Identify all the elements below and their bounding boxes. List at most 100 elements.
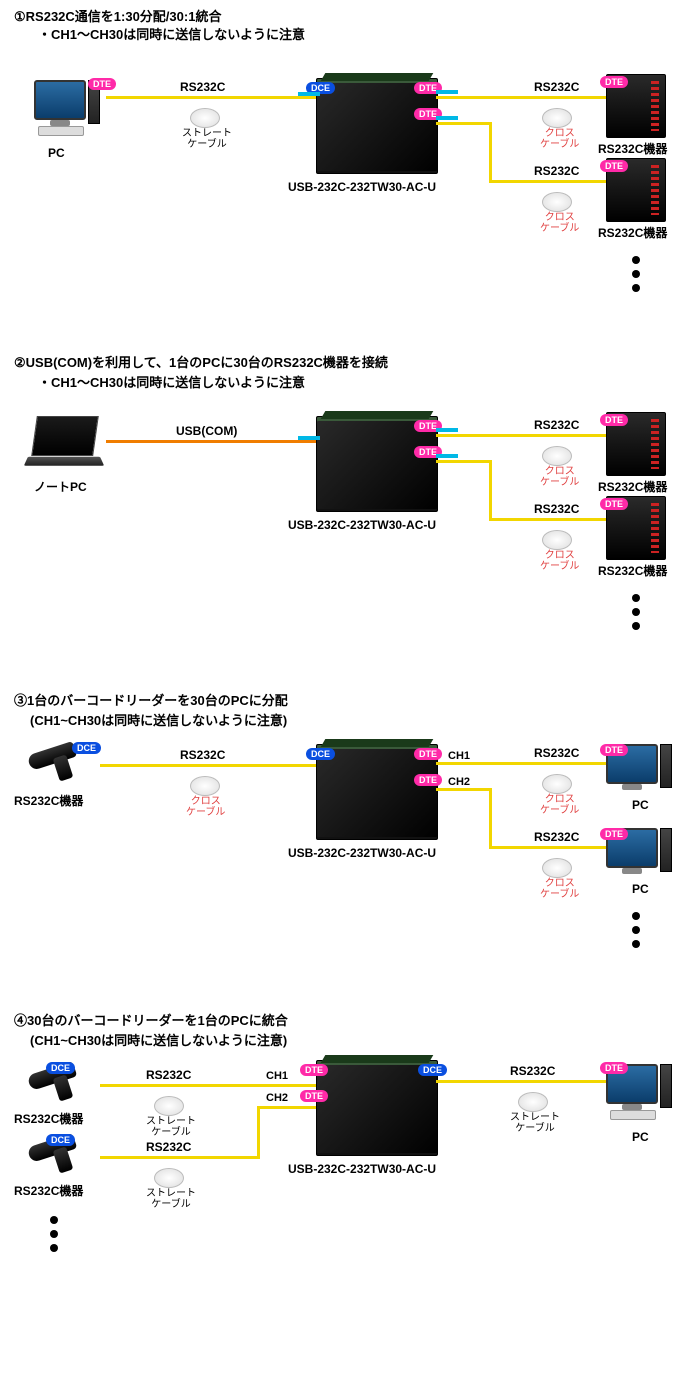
cable-icon bbox=[542, 108, 572, 128]
rs232c-label: RS232C bbox=[180, 80, 225, 94]
dte-badge: DTE bbox=[600, 1062, 628, 1074]
cross-cable-label: クロス ケーブル bbox=[540, 466, 579, 488]
diagram-canvas: ①RS232C通信を1:30分配/30:1統合 ・CH1～CH30は同時に送信し… bbox=[0, 0, 700, 1400]
dte-badge: DTE bbox=[88, 78, 116, 90]
usb-com-label: USB(COM) bbox=[176, 424, 237, 438]
cable-icon bbox=[542, 858, 572, 878]
rs232c-label: RS232C bbox=[146, 1140, 191, 1154]
section2-subtitle: ・CH1～CH30は同時に送信しないように注意 bbox=[38, 372, 305, 391]
dte-badge: DTE bbox=[600, 828, 628, 840]
ch1-label: CH1 bbox=[448, 750, 470, 762]
dte-badge: DTE bbox=[414, 748, 442, 760]
cable-yellow bbox=[489, 122, 492, 182]
dte-badge: DTE bbox=[600, 414, 628, 426]
section2-title: ②USB(COM)を利用して、1台のPCに30台のRS232C機器を接続 bbox=[14, 352, 388, 371]
pc-label: PC bbox=[632, 1130, 649, 1144]
pc-device bbox=[34, 80, 86, 120]
cable-yellow bbox=[489, 788, 492, 848]
arrow-cyan bbox=[436, 428, 458, 432]
arrow-cyan bbox=[436, 90, 458, 94]
rs232c-device-label: RS232C機器 bbox=[14, 1182, 83, 1199]
dte-badge: DTE bbox=[414, 774, 442, 786]
straight-cable-label: ストレート ケーブル bbox=[510, 1112, 560, 1134]
cable-yellow bbox=[436, 96, 606, 99]
section3-subtitle: (CH1~CH30は同時に送信しないように注意) bbox=[30, 710, 287, 729]
dce-badge: DCE bbox=[46, 1134, 75, 1146]
cable-icon bbox=[154, 1096, 184, 1116]
section4-subtitle: (CH1~CH30は同時に送信しないように注意) bbox=[30, 1030, 287, 1049]
rs232c-label: RS232C bbox=[534, 746, 579, 760]
cross-cable-label: クロス ケーブル bbox=[186, 796, 225, 818]
rs232c-device-label: RS232C機器 bbox=[598, 562, 667, 579]
cross-cable-label: クロス ケーブル bbox=[540, 212, 579, 234]
cross-cable-label: クロス ケーブル bbox=[540, 550, 579, 572]
dte-badge: DTE bbox=[600, 744, 628, 756]
ch2-label: CH2 bbox=[266, 1092, 288, 1104]
cable-icon bbox=[542, 530, 572, 550]
cable-yellow bbox=[489, 180, 606, 183]
section1-subtitle: ・CH1～CH30は同時に送信しないように注意 bbox=[38, 24, 305, 43]
rs232c-device-label: RS232C機器 bbox=[598, 140, 667, 157]
laptop-label: ノートPC bbox=[34, 478, 87, 495]
cable-yellow bbox=[100, 1156, 260, 1159]
cable-yellow bbox=[106, 96, 316, 99]
dte-badge: DTE bbox=[600, 76, 628, 88]
arrow-cyan bbox=[298, 92, 320, 96]
rs232c-device-label: RS232C機器 bbox=[598, 224, 667, 241]
cable-orange bbox=[106, 440, 316, 443]
cable-icon bbox=[542, 774, 572, 794]
cross-cable-label: クロス ケーブル bbox=[540, 794, 579, 816]
section4-title: ④30台のバーコードリーダーを1台のPCに統合 bbox=[14, 1010, 288, 1029]
cross-cable-label: クロス ケーブル bbox=[540, 128, 579, 150]
cable-icon bbox=[518, 1092, 548, 1112]
pc-label: PC bbox=[632, 798, 649, 812]
ch1-label: CH1 bbox=[266, 1070, 288, 1082]
rs232c-label: RS232C bbox=[534, 418, 579, 432]
dce-badge: DCE bbox=[418, 1064, 447, 1076]
cable-yellow bbox=[100, 1084, 316, 1087]
straight-cable-label: ストレート ケーブル bbox=[146, 1188, 196, 1210]
cable-icon bbox=[542, 192, 572, 212]
ellipsis-dots bbox=[50, 1216, 58, 1252]
cable-icon bbox=[190, 108, 220, 128]
hub-label: USB-232C-232TW30-AC-U bbox=[288, 180, 436, 194]
pc-label: PC bbox=[48, 146, 65, 160]
cable-yellow bbox=[257, 1106, 317, 1109]
cable-yellow bbox=[257, 1106, 260, 1159]
dte-badge: DTE bbox=[300, 1064, 328, 1076]
hub-label: USB-232C-232TW30-AC-U bbox=[288, 846, 436, 860]
ellipsis-dots bbox=[632, 256, 640, 292]
cable-yellow bbox=[489, 846, 606, 849]
laptop-device bbox=[34, 416, 102, 468]
rs232c-label: RS232C bbox=[534, 830, 579, 844]
section1-title: ①RS232C通信を1:30分配/30:1統合 bbox=[14, 6, 221, 25]
cable-yellow bbox=[489, 518, 606, 521]
rs232c-label: RS232C bbox=[180, 748, 225, 762]
cable-yellow bbox=[436, 434, 606, 437]
dce-badge: DCE bbox=[46, 1062, 75, 1074]
rs232c-label: RS232C bbox=[534, 502, 579, 516]
straight-cable-label: ストレート ケーブル bbox=[146, 1116, 196, 1138]
straight-cable-label: ストレート ケーブル bbox=[182, 128, 232, 150]
section3-title: ③1台のバーコードリーダーを30台のPCに分配 bbox=[14, 690, 288, 709]
dte-badge: DTE bbox=[300, 1090, 328, 1102]
arrow-cyan bbox=[298, 436, 320, 440]
ellipsis-dots bbox=[632, 912, 640, 948]
cable-yellow bbox=[436, 460, 492, 463]
pc-label: PC bbox=[632, 882, 649, 896]
scanner-device bbox=[28, 748, 76, 764]
cable-yellow bbox=[436, 788, 492, 791]
cable-icon bbox=[542, 446, 572, 466]
rs232c-device-label: RS232C機器 bbox=[14, 1110, 83, 1127]
hub-label: USB-232C-232TW30-AC-U bbox=[288, 1162, 436, 1176]
rs232c-device-label: RS232C機器 bbox=[598, 478, 667, 495]
cable-icon bbox=[154, 1168, 184, 1188]
cross-cable-label: クロス ケーブル bbox=[540, 878, 579, 900]
arrow-cyan bbox=[436, 116, 458, 120]
ellipsis-dots bbox=[632, 594, 640, 630]
dce-badge: DCE bbox=[306, 748, 335, 760]
cable-yellow bbox=[436, 1080, 606, 1083]
dte-badge: DTE bbox=[600, 498, 628, 510]
dce-badge: DCE bbox=[72, 742, 101, 754]
cable-yellow bbox=[436, 762, 606, 765]
